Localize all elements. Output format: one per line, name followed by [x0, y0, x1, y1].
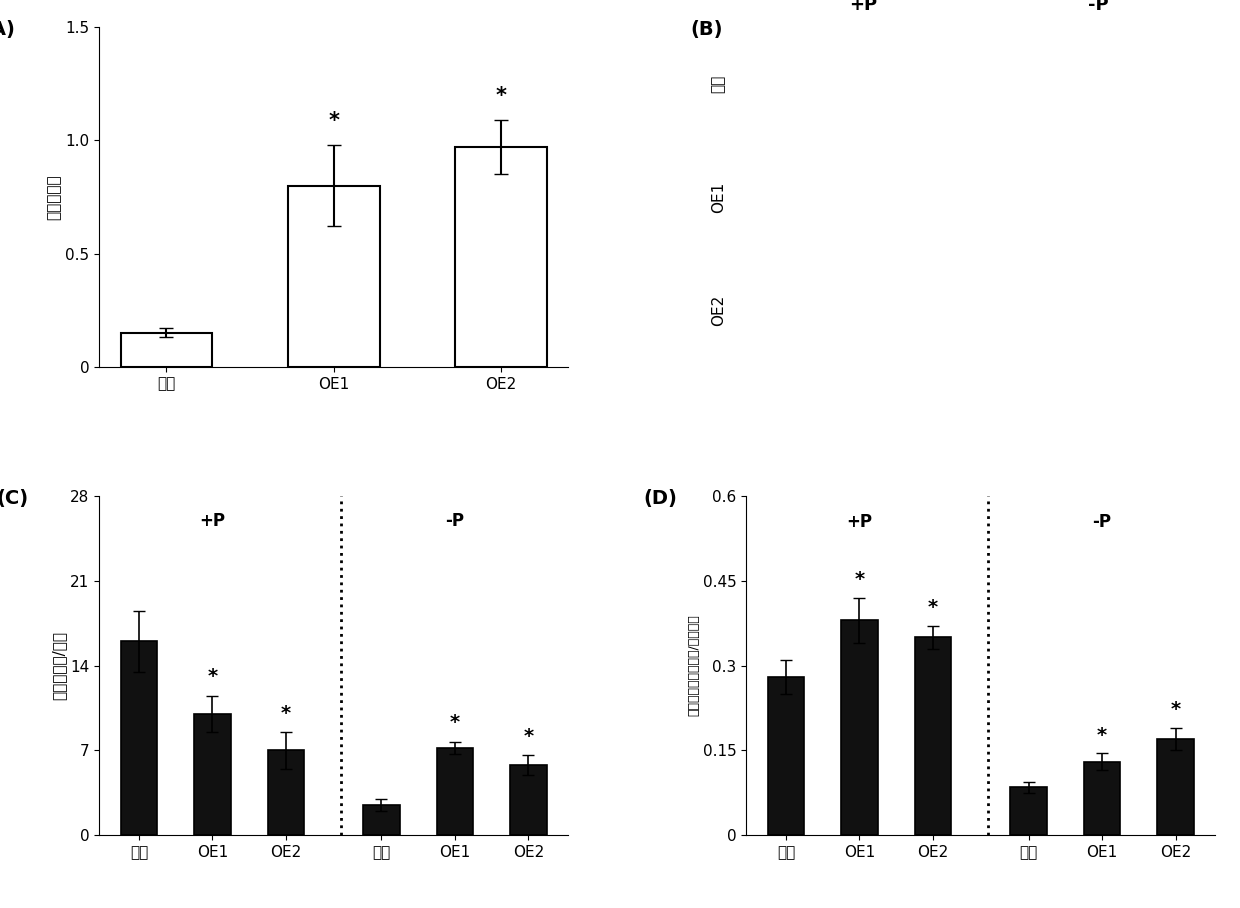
Text: (C): (C): [0, 489, 29, 508]
Bar: [455, 147, 547, 367]
Bar: [1084, 762, 1121, 835]
Text: *: *: [280, 704, 291, 723]
Bar: [1011, 787, 1047, 835]
Text: (A): (A): [0, 21, 15, 39]
Bar: [120, 333, 212, 367]
Text: +P: +P: [849, 0, 878, 14]
Text: *: *: [928, 598, 937, 617]
Text: *: *: [1171, 700, 1180, 719]
Text: 对照: 对照: [711, 74, 725, 93]
Y-axis label: 干重（毫克/盘）: 干重（毫克/盘）: [51, 631, 66, 700]
Text: -P: -P: [1087, 0, 1109, 14]
Y-axis label: 相对表达量: 相对表达量: [46, 174, 61, 220]
Bar: [915, 637, 951, 835]
Text: -P: -P: [445, 512, 465, 530]
Text: +P: +P: [200, 512, 226, 530]
Bar: [363, 805, 399, 835]
Text: (D): (D): [644, 489, 677, 508]
Bar: [120, 641, 157, 835]
Text: OE2: OE2: [711, 294, 725, 326]
Text: *: *: [495, 86, 506, 106]
Text: *: *: [1097, 725, 1107, 745]
Y-axis label: 可溶性磷浓度（毫克/克鲜重）: 可溶性磷浓度（毫克/克鲜重）: [687, 615, 701, 716]
Text: *: *: [207, 667, 217, 686]
Bar: [768, 676, 805, 835]
Bar: [1157, 739, 1194, 835]
Text: *: *: [329, 112, 340, 132]
Bar: [841, 620, 878, 835]
Text: *: *: [450, 714, 460, 732]
Bar: [436, 748, 474, 835]
Bar: [288, 186, 379, 367]
Text: OE1: OE1: [711, 182, 725, 212]
Text: -P: -P: [1092, 513, 1111, 531]
Text: +P: +P: [847, 513, 873, 531]
Bar: [268, 751, 304, 835]
Bar: [193, 714, 231, 835]
Text: (B): (B): [689, 21, 723, 39]
Text: *: *: [523, 726, 533, 745]
Bar: [510, 765, 547, 835]
Text: *: *: [854, 570, 864, 589]
